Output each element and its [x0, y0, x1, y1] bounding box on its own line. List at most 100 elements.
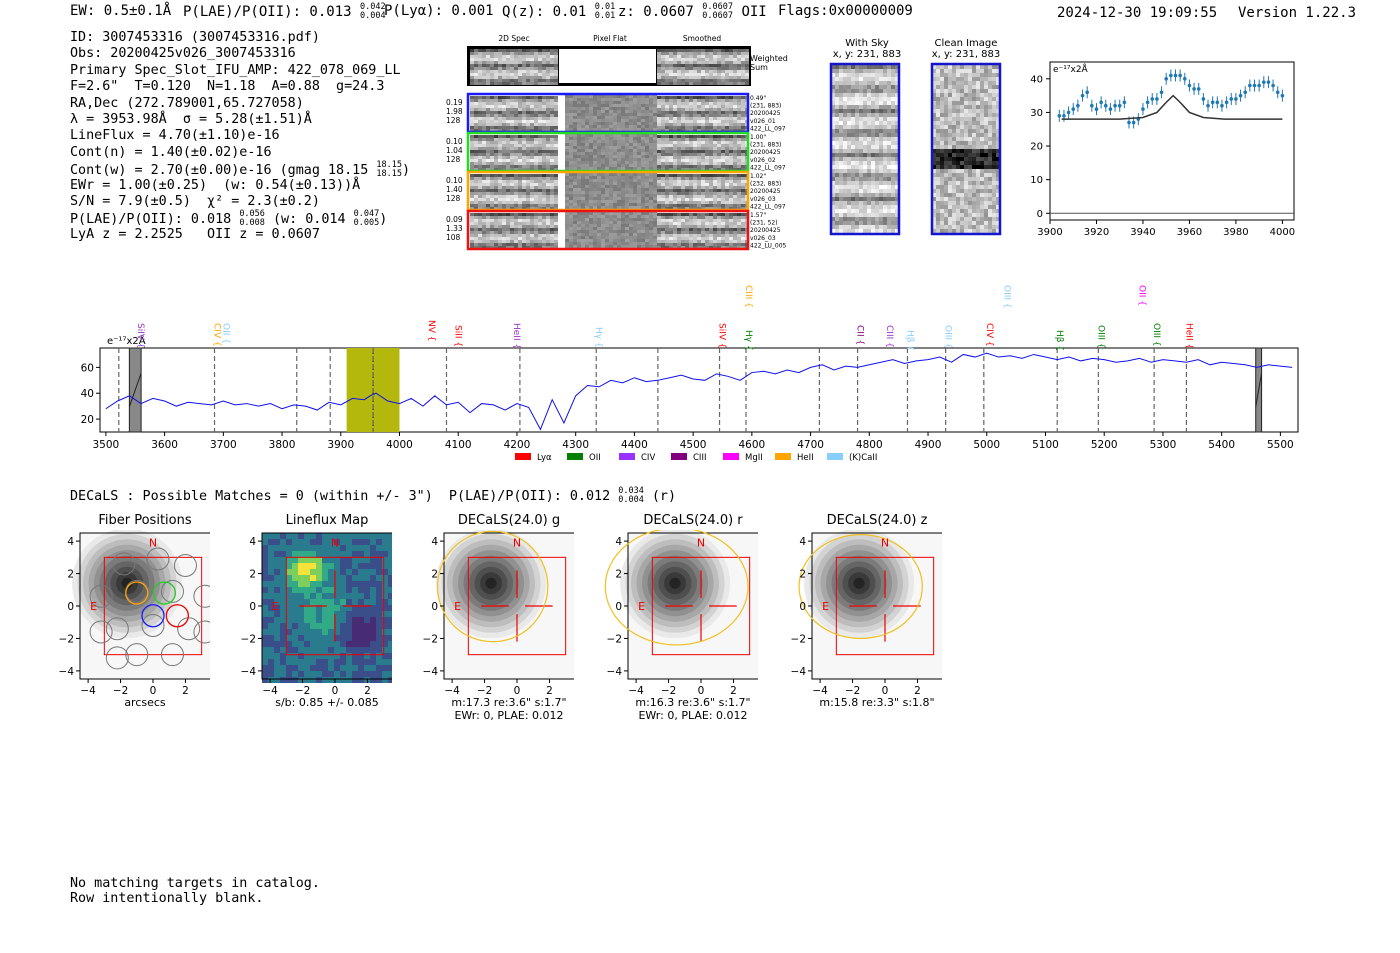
row-2d-pixels [506, 234, 510, 237]
row-2d-pixels [494, 189, 498, 192]
sky-pixels [883, 141, 887, 145]
weighted-smooth-pixels [693, 70, 697, 73]
sky-pixels [859, 125, 863, 129]
sky-pixels [875, 157, 879, 161]
row-flat-pixels [601, 164, 605, 167]
row-2d-pixels [482, 126, 486, 129]
row-smooth-pixels [669, 96, 673, 99]
row-smooth-pixels [689, 177, 693, 180]
row-2d-pixels [546, 99, 550, 102]
sky-pixels [831, 229, 835, 233]
sky-pixels [859, 165, 863, 169]
row-flat-pixels [649, 143, 653, 146]
sky-pixels [964, 121, 968, 125]
row-smooth-pixels [673, 114, 677, 117]
row-flat-pixels [617, 122, 621, 125]
sky-pixels [956, 73, 960, 77]
row-flat-pixels [601, 185, 605, 188]
row-2d-pixels [470, 141, 474, 144]
sky-pixels [871, 141, 875, 145]
sky-pixels [835, 225, 839, 229]
row-smooth-pixels [717, 219, 721, 222]
row-2d-pixels [474, 96, 478, 99]
row-2d-pixels [482, 225, 486, 228]
row-flat-pixels [573, 98, 577, 101]
row-smooth-pixels [697, 201, 701, 204]
row-smooth-pixels [685, 237, 689, 240]
row-2d-pixels [478, 192, 482, 195]
row-2d-pixels [542, 162, 546, 165]
row-flat-pixels [649, 179, 653, 182]
sky-pixels [952, 117, 956, 121]
row-2d-pixels [530, 231, 534, 234]
row-smooth-pixels [701, 147, 705, 150]
row-2d-pixels [534, 129, 538, 132]
cutout-row-right-label: 20200425 [750, 149, 781, 156]
sky-pixels [871, 229, 875, 233]
row-flat-pixels [609, 137, 613, 140]
row-2d-pixels [538, 105, 542, 108]
row-smooth-pixels [689, 150, 693, 153]
sky-pixels [984, 109, 988, 113]
row-smooth-pixels [669, 177, 673, 180]
row-2d-pixels [494, 231, 498, 234]
row-flat-pixels [593, 125, 597, 128]
weighted-smooth-pixels [661, 52, 665, 55]
row-2d-pixels [506, 231, 510, 234]
row-flat-pixels [609, 134, 613, 137]
weighted-2d-pixels [546, 73, 550, 76]
row-2d-pixels [474, 120, 478, 123]
row-flat-pixels [649, 188, 653, 191]
sky-pixels [883, 213, 887, 217]
row-flat-pixels [621, 98, 625, 101]
sky-pixels [895, 205, 899, 209]
row-2d-pixels [470, 177, 474, 180]
weighted-smooth-pixels [693, 64, 697, 67]
row-2d-pixels [510, 165, 514, 168]
row-flat-pixels [613, 239, 617, 242]
row-flat-pixels [573, 152, 577, 155]
row-2d-pixels [554, 237, 558, 240]
row-flat-pixels [653, 212, 657, 215]
row-smooth-pixels [729, 156, 733, 159]
weighted-2d-pixels [514, 82, 518, 85]
row-flat-pixels [645, 161, 649, 164]
weighted-smooth-pixels [729, 64, 733, 67]
row-smooth-pixels [709, 129, 713, 132]
sky-pixels [968, 133, 972, 137]
row-smooth-pixels [725, 120, 729, 123]
row-2d-pixels [506, 129, 510, 132]
row-2d-pixels [550, 111, 554, 114]
row-flat-pixels [573, 158, 577, 161]
row-flat-pixels [569, 227, 573, 230]
sky-pixels [855, 185, 859, 189]
sky-pixels [835, 213, 839, 217]
row-2d-pixels [534, 156, 538, 159]
header-ew: EW: 0.5±0.1Å [70, 3, 172, 19]
row-flat-pixels [645, 146, 649, 149]
row-2d-pixels [490, 111, 494, 114]
row-flat-pixels [645, 122, 649, 125]
row-flat-pixels [597, 101, 601, 104]
row-flat-pixels [569, 119, 573, 122]
row-2d-pixels [482, 96, 486, 99]
row-2d-pixels [522, 237, 526, 240]
row-2d-pixels [550, 219, 554, 222]
weighted-smooth-pixels [661, 76, 665, 79]
plae-hi: 0.042 [360, 2, 386, 12]
cutout-grid: 2D Spec Pixel Flat SmoothedWeightedSum0.19… [446, 34, 788, 251]
row-flat-pixels [653, 143, 657, 146]
row-flat-pixels [653, 218, 657, 221]
sky-pixels [855, 117, 859, 121]
row-2d-pixels [478, 195, 482, 198]
row-flat-pixels [641, 242, 645, 245]
row-2d-pixels [554, 174, 558, 177]
row-flat-pixels [629, 203, 633, 206]
row-2d-pixels [518, 102, 522, 105]
sky-pixels [964, 85, 968, 89]
weighted-smooth-pixels [745, 82, 749, 85]
sky-pixels [863, 141, 867, 145]
row-2d-pixels [470, 207, 474, 210]
cutout-row-left-label: 1.04 [446, 146, 463, 155]
sky-pixels [871, 213, 875, 217]
